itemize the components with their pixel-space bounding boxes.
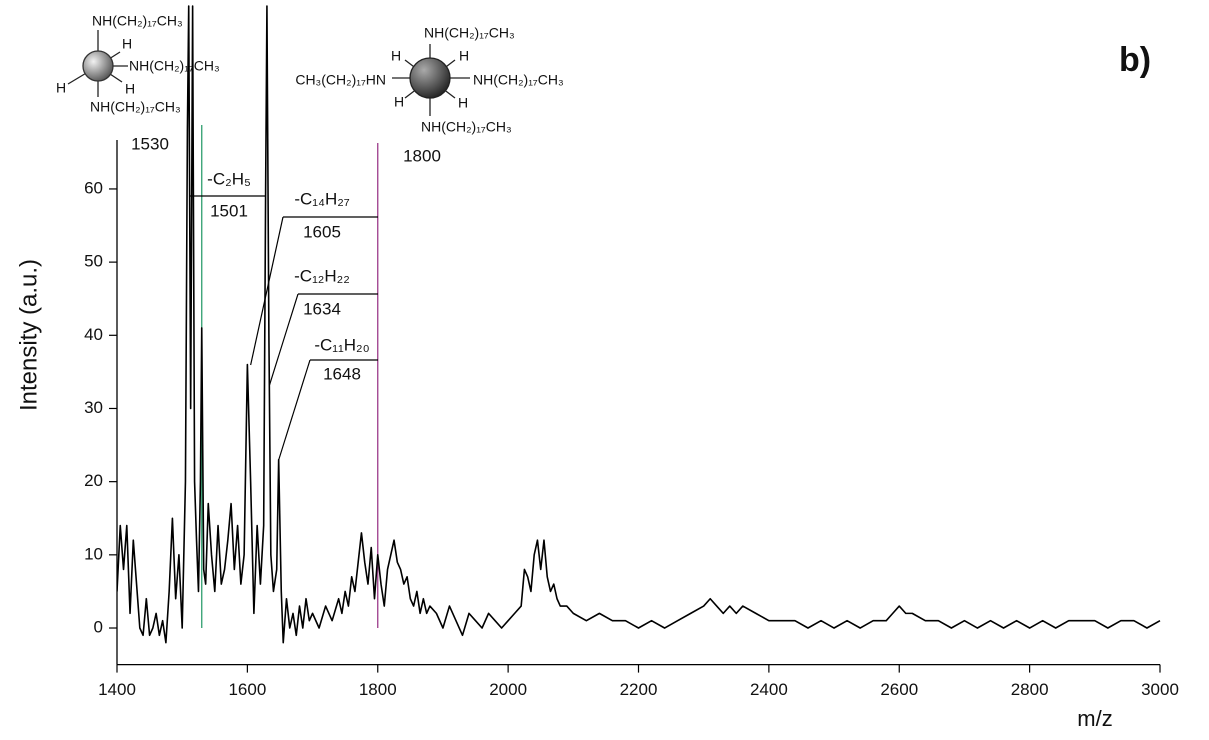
x-tick-label: 2000 [489, 680, 527, 699]
fragment-loss: -C₁₂H₂₂ [294, 266, 350, 285]
atom [82, 50, 114, 82]
structure-right [392, 44, 470, 116]
hydrogen: H [391, 48, 401, 64]
substituent: CH₃(CH₂)₁₇HN [295, 72, 386, 88]
substituent: NH(CH₂)₁₇CH₃ [92, 13, 183, 29]
hydrogen: H [122, 36, 132, 52]
x-tick-label: 2200 [620, 680, 658, 699]
y-tick-label: 20 [84, 471, 103, 490]
fragment-loss: -C₁₁H₂₀ [314, 335, 369, 354]
hydrogen: H [459, 48, 469, 64]
fragment-mass: 1648 [323, 364, 361, 383]
x-tick-label: 2400 [750, 680, 788, 699]
substituent: NH(CH₂)₁₇CH₃ [473, 72, 564, 88]
spectrum-line [117, 5, 1161, 644]
substituent: NH(CH₂)₁₇CH₃ [421, 119, 512, 135]
x-tick-label: 1600 [228, 680, 266, 699]
structure-left [67, 30, 128, 97]
panel-label: b) [1119, 41, 1151, 79]
fragment-loss: -C₁₄H₂₇ [294, 189, 349, 208]
x-tick-label: 1800 [359, 680, 397, 699]
substituent: NH(CH₂)₁₇CH₃ [90, 99, 181, 115]
y-tick-label: 60 [84, 178, 103, 197]
plot-area [117, 5, 1161, 644]
hydrogen: H [394, 94, 404, 110]
x-axis-label: m/z [1077, 706, 1112, 731]
x-tick-label: 3000 [1141, 680, 1179, 699]
x-tick-label: 2600 [880, 680, 918, 699]
hydrogen: H [458, 95, 468, 111]
marker-label: 1800 [403, 146, 441, 165]
fragment-mass: 1634 [303, 299, 341, 318]
y-tick-label: 50 [84, 252, 103, 271]
substituent: NH(CH₂)₁₇CH₃ [129, 58, 220, 74]
atom [409, 57, 451, 99]
y-tick-label: 30 [84, 398, 103, 417]
hydrogen: H [125, 81, 135, 97]
fragment-mass: 1501 [210, 201, 248, 220]
y-tick-label: 0 [94, 617, 103, 636]
x-tick-label: 2800 [1011, 680, 1049, 699]
hydrogen: H [56, 80, 66, 96]
fragment-loss: -C₂H₅ [207, 169, 251, 188]
y-tick-label: 40 [84, 325, 103, 344]
substituent: NH(CH₂)₁₇CH₃ [424, 25, 515, 41]
fragment-leader [250, 216, 284, 366]
y-axis-label: Intensity (a.u.) [15, 259, 42, 411]
y-tick-label: 10 [84, 544, 103, 563]
marker-label: 1530 [131, 134, 169, 153]
fragment-leader [278, 359, 311, 461]
fragment-leader [268, 293, 299, 386]
fragment-mass: 1605 [303, 222, 341, 241]
x-tick-label: 1400 [98, 680, 136, 699]
